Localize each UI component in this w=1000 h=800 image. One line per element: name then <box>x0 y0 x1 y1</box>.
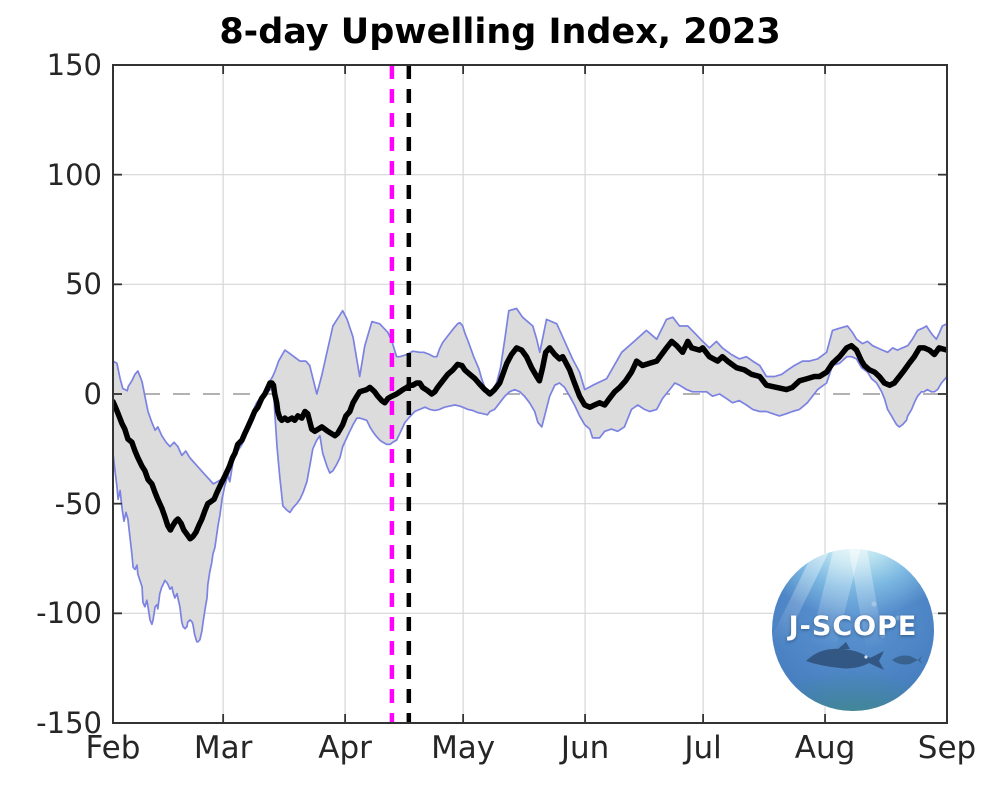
x-tick-label: Feb <box>85 730 141 766</box>
x-tick-label: Mar <box>193 730 253 766</box>
bubbles-icon <box>856 583 916 653</box>
y-tick-label: -50 <box>54 486 102 521</box>
x-tick-label: May <box>431 730 496 766</box>
y-tick-label: 150 <box>46 48 102 82</box>
jscope-logo: J-SCOPE <box>772 549 934 711</box>
small-fish-icon <box>892 655 922 665</box>
x-tick-label: Sep <box>917 730 977 766</box>
x-tick-label: Aug <box>794 730 856 766</box>
x-tick-label: Jun <box>560 730 610 766</box>
y-tick-label: 50 <box>65 267 102 302</box>
envelope-lower-line <box>113 355 947 643</box>
y-tick-label: 0 <box>83 377 102 411</box>
x-tick-label: Apr <box>318 730 372 766</box>
chart-title: 8-day Upwelling Index, 2023 <box>219 12 781 52</box>
fish-icon <box>806 642 884 670</box>
y-tick-label: -150 <box>36 706 102 740</box>
uncertainty-band <box>113 308 947 642</box>
jscope-logo-text: J-SCOPE <box>788 611 918 642</box>
envelope-upper-line <box>113 307 947 485</box>
mean-line <box>113 338 947 542</box>
y-tick-label: 100 <box>46 157 102 192</box>
x-tick-label: Jul <box>684 730 722 766</box>
y-tick-label: -100 <box>36 596 102 631</box>
